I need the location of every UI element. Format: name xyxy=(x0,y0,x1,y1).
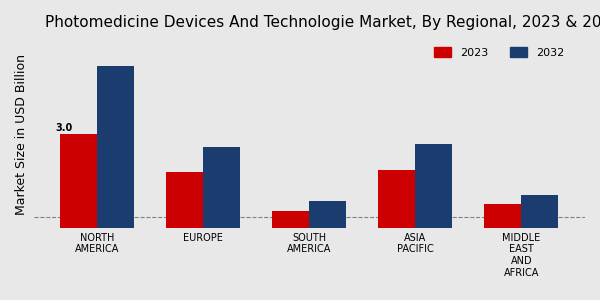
Bar xyxy=(309,201,346,228)
Text: Photomedicine Devices And Technologie Market, By Regional, 2023 & 2032: Photomedicine Devices And Technologie Ma… xyxy=(44,15,600,30)
Bar xyxy=(60,134,97,228)
Text: 3.0: 3.0 xyxy=(55,123,73,133)
Bar xyxy=(272,211,309,228)
Bar xyxy=(378,170,415,228)
Bar xyxy=(415,144,452,228)
Legend: 2023, 2032: 2023, 2032 xyxy=(430,43,568,62)
Y-axis label: Market Size in USD Billion: Market Size in USD Billion xyxy=(15,54,28,215)
Bar xyxy=(203,147,241,228)
Bar xyxy=(97,66,134,228)
Bar xyxy=(484,205,521,228)
Bar xyxy=(166,172,203,228)
Bar xyxy=(521,195,559,228)
